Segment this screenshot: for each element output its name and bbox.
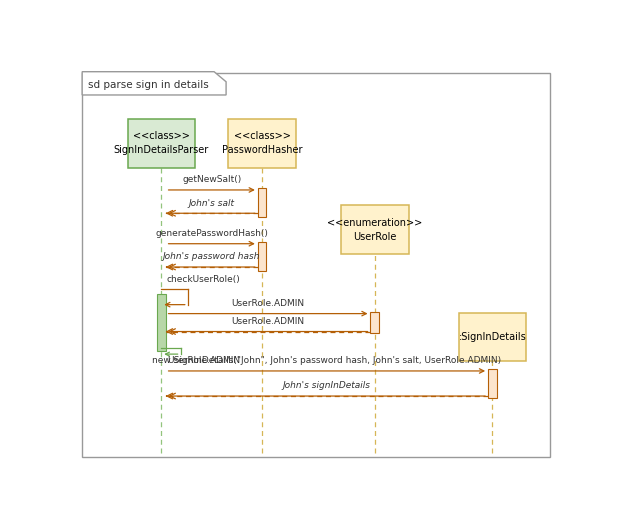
FancyBboxPatch shape	[228, 119, 296, 167]
FancyBboxPatch shape	[459, 313, 526, 361]
Text: <<enumeration>>
UserRole: <<enumeration>> UserRole	[327, 218, 422, 242]
Text: UserRole.ADMIN: UserRole.ADMIN	[232, 299, 305, 308]
FancyBboxPatch shape	[341, 205, 409, 254]
FancyBboxPatch shape	[128, 119, 195, 167]
Text: UserRole.ADMIN: UserRole.ADMIN	[232, 317, 305, 326]
Text: sd parse sign in details: sd parse sign in details	[88, 81, 209, 90]
Bar	[258, 188, 266, 217]
Bar	[157, 294, 166, 351]
Text: <<class>>
PasswordHasher: <<class>> PasswordHasher	[222, 131, 302, 155]
Bar	[371, 312, 379, 333]
Text: John's password hash: John's password hash	[163, 253, 261, 262]
Text: <<class>>
SignInDetailsParser: <<class>> SignInDetailsParser	[114, 131, 209, 155]
Text: generatePasswordHash(): generatePasswordHash()	[155, 229, 268, 238]
Text: checkUserRole(): checkUserRole()	[166, 275, 240, 283]
Text: :SignInDetails: :SignInDetails	[459, 332, 526, 342]
Text: new SignInDetails("John", John's password hash, John's salt, UserRole.ADMIN): new SignInDetails("John", John's passwor…	[152, 356, 501, 366]
Text: UserRole.ADMIN: UserRole.ADMIN	[167, 356, 240, 365]
Text: John's salt: John's salt	[189, 199, 235, 208]
Text: getNewSalt(): getNewSalt()	[182, 175, 241, 184]
Bar	[258, 242, 266, 270]
Text: John's signInDetails: John's signInDetails	[283, 381, 371, 390]
Bar	[488, 369, 496, 398]
Polygon shape	[82, 72, 226, 95]
